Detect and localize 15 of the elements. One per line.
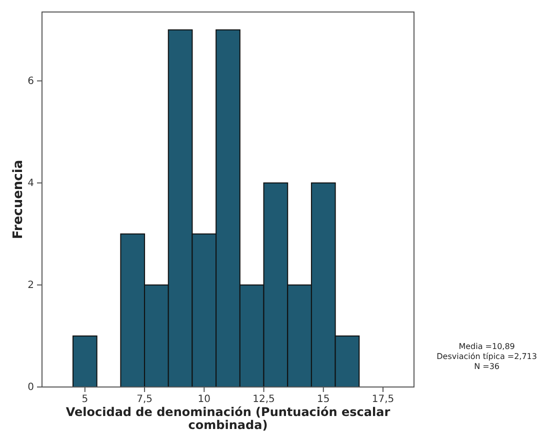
x-tick-label: 17,5 [372,394,394,406]
text: Media =10,89 [458,342,515,351]
text: N =36 [474,362,500,371]
x-tick-label: 12,5 [252,394,275,406]
x-tick-label: 5 [82,394,88,406]
y-tick-label: 6 [28,76,34,88]
x-tick-label: 15 [317,394,330,406]
x-tick-label: 7,5 [136,394,152,406]
text: Desviación típica =2,713 [436,352,537,361]
y-tick-label: 2 [28,280,34,292]
x-tick-label: 10 [198,394,211,406]
y-tick-label: 0 [28,382,34,394]
y-tick-label: 4 [28,178,34,190]
x-axis-title: Velocidad de denominación (Puntuación escalar combinada) [66,405,390,432]
y-axis-title: Frecuencia [11,160,26,240]
